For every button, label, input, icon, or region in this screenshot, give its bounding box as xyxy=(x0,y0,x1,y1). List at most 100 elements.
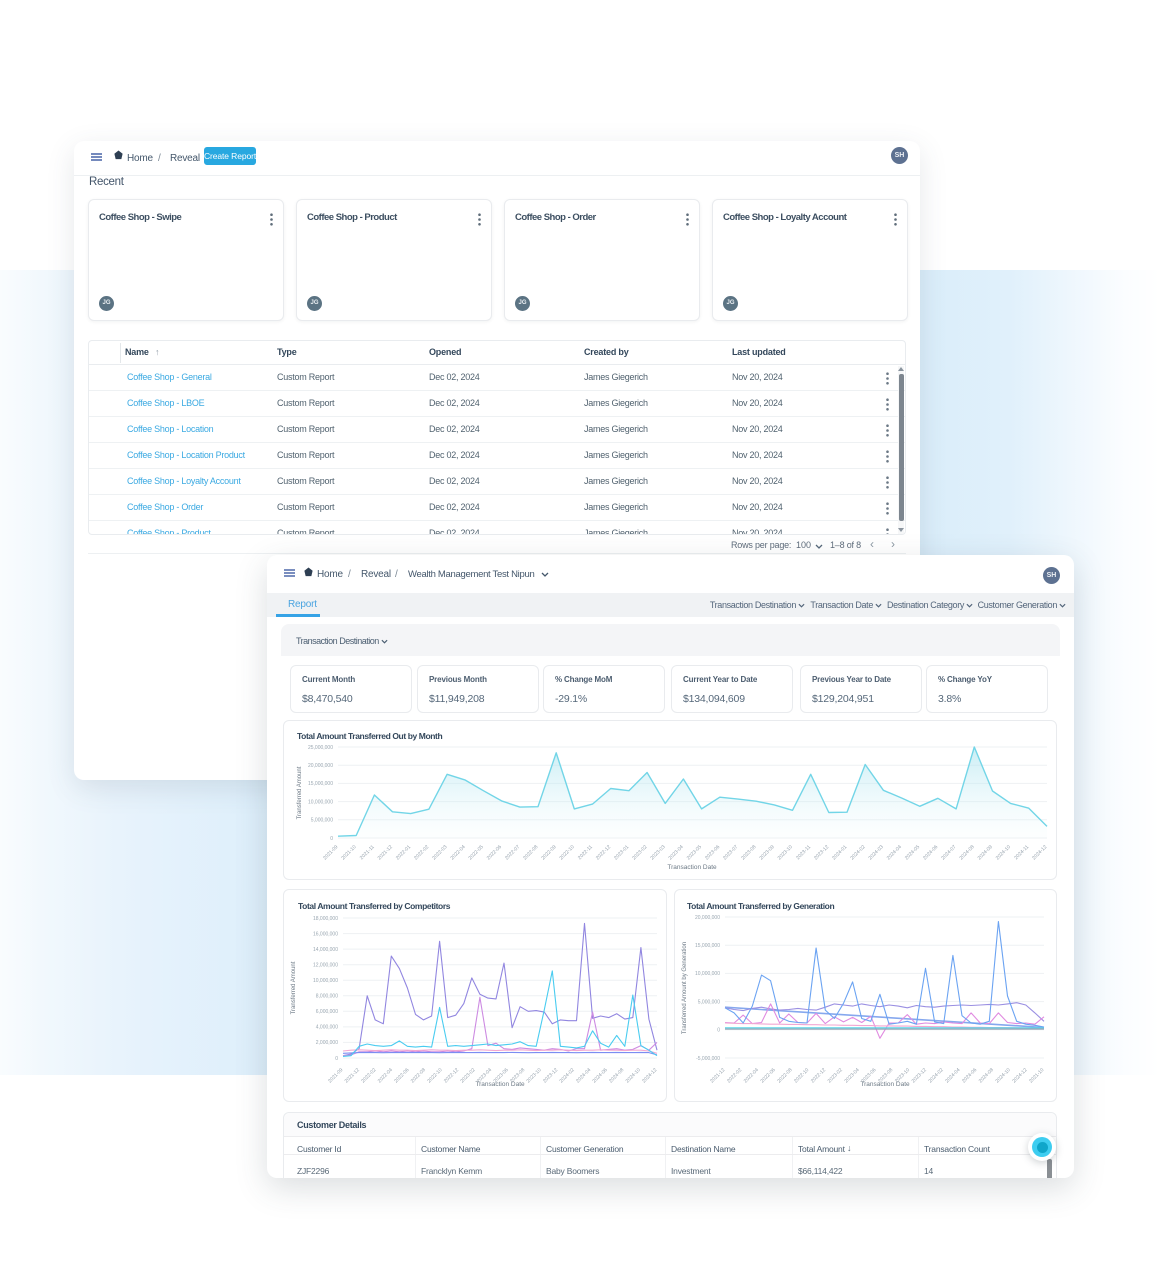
svg-text:2021-10: 2021-10 xyxy=(1028,1067,1045,1084)
svg-text:2022-02: 2022-02 xyxy=(360,1067,377,1084)
svg-text:2024-10: 2024-10 xyxy=(995,844,1012,861)
svg-text:2023-02: 2023-02 xyxy=(459,1067,476,1084)
svg-text:2022-12: 2022-12 xyxy=(595,844,612,861)
svg-text:2023-04: 2023-04 xyxy=(843,1067,860,1084)
svg-text:5,000,000: 5,000,000 xyxy=(698,999,720,1005)
svg-text:2024-06: 2024-06 xyxy=(922,844,939,861)
svg-text:2024-02: 2024-02 xyxy=(849,844,866,861)
svg-text:2024-08: 2024-08 xyxy=(608,1067,625,1084)
svg-text:2023-01: 2023-01 xyxy=(613,844,630,861)
svg-text:2022-07: 2022-07 xyxy=(504,844,521,861)
svg-text:2,000,000: 2,000,000 xyxy=(316,1040,338,1046)
svg-text:2022-02: 2022-02 xyxy=(413,844,430,861)
svg-text:2024-09: 2024-09 xyxy=(977,844,994,861)
svg-text:2022-12: 2022-12 xyxy=(810,1067,827,1084)
svg-text:Transferred Amount by Generat: Transferred Amount by Generation xyxy=(682,942,688,1034)
svg-text:5,000,000: 5,000,000 xyxy=(311,818,333,824)
svg-text:18,000,000: 18,000,000 xyxy=(313,916,338,922)
svg-text:2024-02: 2024-02 xyxy=(559,1067,576,1084)
svg-text:2022-04: 2022-04 xyxy=(377,1067,394,1084)
svg-text:2024-04: 2024-04 xyxy=(575,1067,592,1084)
svg-text:Transferred Amount: Transferred Amount xyxy=(291,961,297,1014)
svg-text:10,000,000: 10,000,000 xyxy=(308,799,333,805)
svg-text:Transferred Amount: Transferred Amount xyxy=(297,766,303,819)
svg-text:-5,000,000: -5,000,000 xyxy=(696,1056,720,1062)
svg-text:2022-06: 2022-06 xyxy=(486,844,503,861)
svg-text:2024-04: 2024-04 xyxy=(886,844,903,861)
svg-text:15,000,000: 15,000,000 xyxy=(695,943,720,949)
svg-text:2024-06: 2024-06 xyxy=(592,1067,609,1084)
svg-text:2022-04: 2022-04 xyxy=(743,1067,760,1084)
svg-text:2024-08: 2024-08 xyxy=(978,1067,995,1084)
svg-text:Transaction Date: Transaction Date xyxy=(860,1081,910,1088)
svg-text:16,000,000: 16,000,000 xyxy=(313,931,338,937)
svg-text:2022-12: 2022-12 xyxy=(443,1067,460,1084)
svg-text:20,000,000: 20,000,000 xyxy=(308,763,333,769)
svg-text:2022-06: 2022-06 xyxy=(760,1067,777,1084)
svg-text:2023-12: 2023-12 xyxy=(911,1067,928,1084)
svg-text:2023-02: 2023-02 xyxy=(631,844,648,861)
svg-text:2021-12: 2021-12 xyxy=(709,1067,726,1084)
svg-text:4,000,000: 4,000,000 xyxy=(316,1025,338,1031)
svg-text:8,000,000: 8,000,000 xyxy=(316,994,338,1000)
svg-text:15,000,000: 15,000,000 xyxy=(308,781,333,787)
svg-text:2023-08: 2023-08 xyxy=(740,844,757,861)
svg-text:2023-03: 2023-03 xyxy=(649,844,666,861)
svg-text:2024-12: 2024-12 xyxy=(641,1067,658,1084)
svg-text:2024-10: 2024-10 xyxy=(625,1067,642,1084)
svg-text:2024-11: 2024-11 xyxy=(1013,844,1030,861)
svg-text:2024-05: 2024-05 xyxy=(904,844,921,861)
svg-text:2021-12: 2021-12 xyxy=(377,844,394,861)
svg-text:Transaction Date: Transaction Date xyxy=(475,1081,525,1088)
svg-text:2023-12: 2023-12 xyxy=(542,1067,559,1084)
svg-text:2023-09: 2023-09 xyxy=(758,844,775,861)
svg-text:Transaction Date: Transaction Date xyxy=(667,864,717,871)
svg-text:2023-10: 2023-10 xyxy=(777,844,794,861)
svg-text:2021-10: 2021-10 xyxy=(340,844,357,861)
svg-text:2024-12: 2024-12 xyxy=(1031,844,1048,861)
svg-text:10,000,000: 10,000,000 xyxy=(313,978,338,984)
svg-text:0: 0 xyxy=(335,1056,338,1062)
svg-text:2023-04: 2023-04 xyxy=(668,844,685,861)
svg-text:14,000,000: 14,000,000 xyxy=(313,947,338,953)
svg-text:2024-06: 2024-06 xyxy=(961,1067,978,1084)
svg-text:2022-10: 2022-10 xyxy=(558,844,575,861)
svg-text:12,000,000: 12,000,000 xyxy=(313,963,338,969)
svg-text:2023-12: 2023-12 xyxy=(813,844,830,861)
svg-text:2022-04: 2022-04 xyxy=(449,844,466,861)
svg-text:2023-11: 2023-11 xyxy=(795,844,812,861)
svg-text:2023-02: 2023-02 xyxy=(827,1067,844,1084)
svg-text:2021-09: 2021-09 xyxy=(327,1067,344,1084)
svg-text:2022-06: 2022-06 xyxy=(393,1067,410,1084)
svg-text:2022-08: 2022-08 xyxy=(776,1067,793,1084)
svg-text:2022-03: 2022-03 xyxy=(431,844,448,861)
svg-text:2024-03: 2024-03 xyxy=(868,844,885,861)
svg-text:2021-11: 2021-11 xyxy=(359,844,376,861)
svg-text:2023-05: 2023-05 xyxy=(686,844,703,861)
svg-text:2022-08: 2022-08 xyxy=(522,844,539,861)
svg-text:2024-08: 2024-08 xyxy=(958,844,975,861)
svg-text:2024-10: 2024-10 xyxy=(995,1067,1012,1084)
svg-text:2024-01: 2024-01 xyxy=(831,844,848,861)
svg-text:10,000,000: 10,000,000 xyxy=(695,971,720,977)
svg-text:2021-12: 2021-12 xyxy=(344,1067,361,1084)
svg-text:2023-07: 2023-07 xyxy=(722,844,739,861)
svg-text:0: 0 xyxy=(330,836,333,842)
svg-text:2023-10: 2023-10 xyxy=(525,1067,542,1084)
svg-text:2022-10: 2022-10 xyxy=(426,1067,443,1084)
svg-text:2022-02: 2022-02 xyxy=(726,1067,743,1084)
svg-text:2021-09: 2021-09 xyxy=(322,844,339,861)
svg-text:2024-07: 2024-07 xyxy=(940,844,957,861)
svg-text:2024-02: 2024-02 xyxy=(927,1067,944,1084)
svg-text:2022-05: 2022-05 xyxy=(468,844,485,861)
svg-text:6,000,000: 6,000,000 xyxy=(316,1009,338,1015)
svg-text:0: 0 xyxy=(717,1028,720,1034)
svg-text:2022-11: 2022-11 xyxy=(577,844,594,861)
svg-text:2022-01: 2022-01 xyxy=(395,844,412,861)
svg-text:2022-09: 2022-09 xyxy=(540,844,557,861)
svg-text:25,000,000: 25,000,000 xyxy=(308,745,333,751)
svg-text:2022-08: 2022-08 xyxy=(410,1067,427,1084)
svg-text:2022-10: 2022-10 xyxy=(793,1067,810,1084)
svg-text:2024-12: 2024-12 xyxy=(1011,1067,1028,1084)
svg-text:2023-06: 2023-06 xyxy=(704,844,721,861)
